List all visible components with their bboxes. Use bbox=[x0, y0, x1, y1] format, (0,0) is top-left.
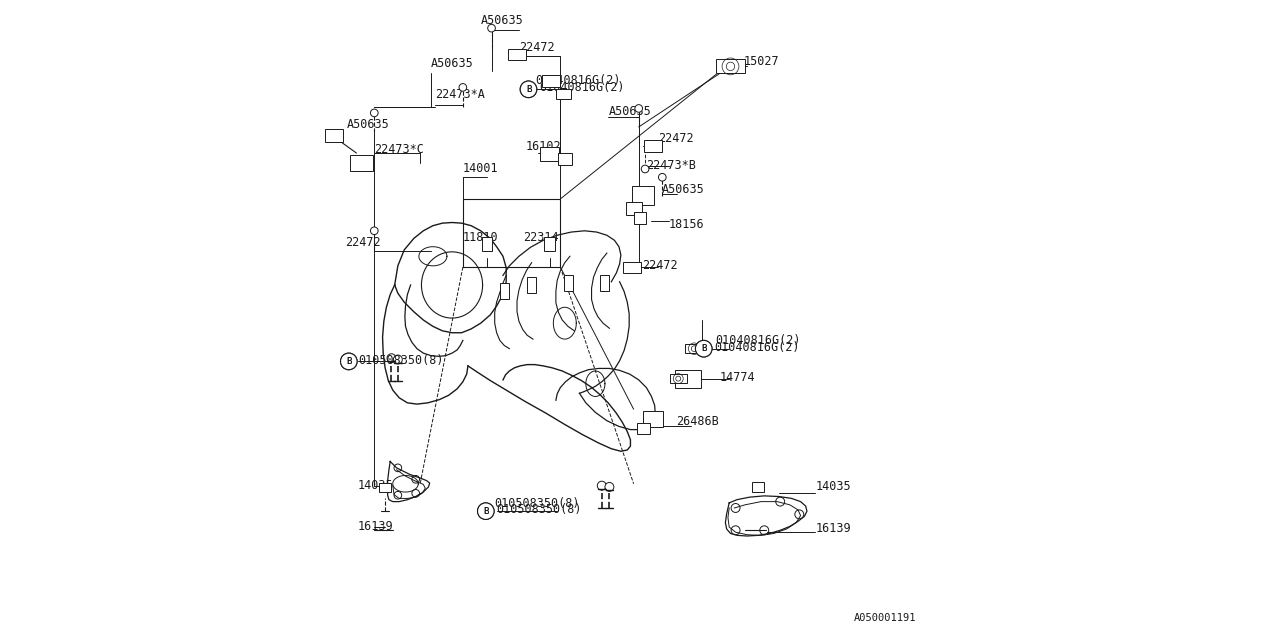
Text: B: B bbox=[701, 344, 707, 353]
Bar bbox=[564, 275, 573, 291]
Text: B: B bbox=[701, 344, 707, 353]
Text: 18156: 18156 bbox=[668, 218, 704, 231]
Bar bbox=[600, 275, 609, 291]
Text: 01040816G(2): 01040816G(2) bbox=[535, 74, 621, 88]
Text: 16102: 16102 bbox=[525, 140, 561, 153]
Bar bbox=[685, 344, 704, 353]
Text: 010508350(8): 010508350(8) bbox=[497, 503, 582, 516]
Circle shape bbox=[393, 355, 402, 364]
Text: 22472: 22472 bbox=[643, 259, 678, 272]
Text: 14774: 14774 bbox=[719, 371, 755, 384]
Bar bbox=[499, 284, 508, 300]
Bar bbox=[632, 186, 654, 205]
Text: A50635: A50635 bbox=[609, 105, 652, 118]
Circle shape bbox=[520, 81, 536, 98]
Text: A50635: A50635 bbox=[347, 118, 389, 131]
Text: 22472: 22472 bbox=[346, 236, 381, 248]
Circle shape bbox=[387, 354, 396, 363]
Bar bbox=[325, 129, 343, 141]
Text: 14001: 14001 bbox=[463, 162, 498, 175]
Circle shape bbox=[658, 173, 666, 181]
Text: B: B bbox=[526, 85, 531, 94]
Circle shape bbox=[460, 84, 467, 92]
Circle shape bbox=[635, 104, 643, 112]
Circle shape bbox=[598, 481, 607, 490]
Text: 22473*C: 22473*C bbox=[374, 143, 424, 156]
Circle shape bbox=[641, 165, 649, 173]
Text: 11810: 11810 bbox=[463, 231, 498, 244]
Text: A050001191: A050001191 bbox=[854, 612, 916, 623]
Bar bbox=[379, 483, 392, 492]
Circle shape bbox=[477, 503, 494, 520]
Bar bbox=[643, 411, 663, 427]
Bar bbox=[675, 370, 700, 388]
Bar bbox=[717, 60, 745, 74]
Text: 010508350(8): 010508350(8) bbox=[358, 353, 444, 367]
Text: 01040816G(2): 01040816G(2) bbox=[539, 81, 625, 95]
Bar bbox=[634, 212, 646, 224]
Circle shape bbox=[695, 340, 712, 357]
Circle shape bbox=[370, 109, 378, 116]
Bar bbox=[558, 153, 572, 164]
Bar bbox=[644, 140, 662, 152]
Text: B: B bbox=[483, 507, 489, 516]
Bar bbox=[508, 49, 526, 60]
Text: 16139: 16139 bbox=[357, 520, 393, 534]
Text: 22472: 22472 bbox=[658, 132, 694, 145]
Text: 15027: 15027 bbox=[744, 55, 780, 68]
Bar bbox=[637, 422, 649, 434]
Text: 14035: 14035 bbox=[815, 481, 851, 493]
Circle shape bbox=[488, 24, 495, 32]
Text: A50635: A50635 bbox=[662, 183, 704, 196]
Text: 22473*B: 22473*B bbox=[646, 159, 696, 172]
Text: B: B bbox=[346, 357, 352, 366]
Bar bbox=[541, 76, 559, 87]
Bar bbox=[751, 482, 764, 492]
Text: A50635: A50635 bbox=[431, 57, 474, 70]
Bar bbox=[556, 89, 571, 99]
Bar bbox=[527, 277, 536, 293]
Bar bbox=[483, 237, 493, 250]
Bar bbox=[669, 374, 686, 383]
Bar bbox=[540, 147, 559, 161]
Text: 14035: 14035 bbox=[357, 479, 393, 492]
Circle shape bbox=[695, 340, 712, 357]
Bar bbox=[623, 262, 641, 273]
Text: 01040816G(2): 01040816G(2) bbox=[716, 335, 801, 348]
Text: 22314: 22314 bbox=[522, 231, 558, 244]
Circle shape bbox=[370, 227, 378, 235]
Text: B: B bbox=[526, 85, 531, 94]
Text: B: B bbox=[483, 507, 489, 516]
Text: 26486B: 26486B bbox=[676, 415, 718, 428]
Circle shape bbox=[340, 353, 357, 370]
Text: B: B bbox=[346, 357, 352, 366]
Text: A50635: A50635 bbox=[481, 14, 524, 27]
Circle shape bbox=[477, 503, 494, 520]
Text: 16139: 16139 bbox=[815, 522, 851, 536]
Circle shape bbox=[340, 353, 357, 370]
Text: 22472: 22472 bbox=[518, 41, 554, 54]
Bar bbox=[544, 237, 554, 250]
Bar bbox=[351, 155, 372, 171]
Text: 01040816G(2): 01040816G(2) bbox=[714, 340, 800, 354]
Bar bbox=[626, 202, 641, 215]
Text: 010508350(8): 010508350(8) bbox=[494, 497, 580, 510]
Text: 22473*A: 22473*A bbox=[435, 88, 485, 101]
Circle shape bbox=[605, 483, 614, 492]
Circle shape bbox=[520, 81, 536, 98]
